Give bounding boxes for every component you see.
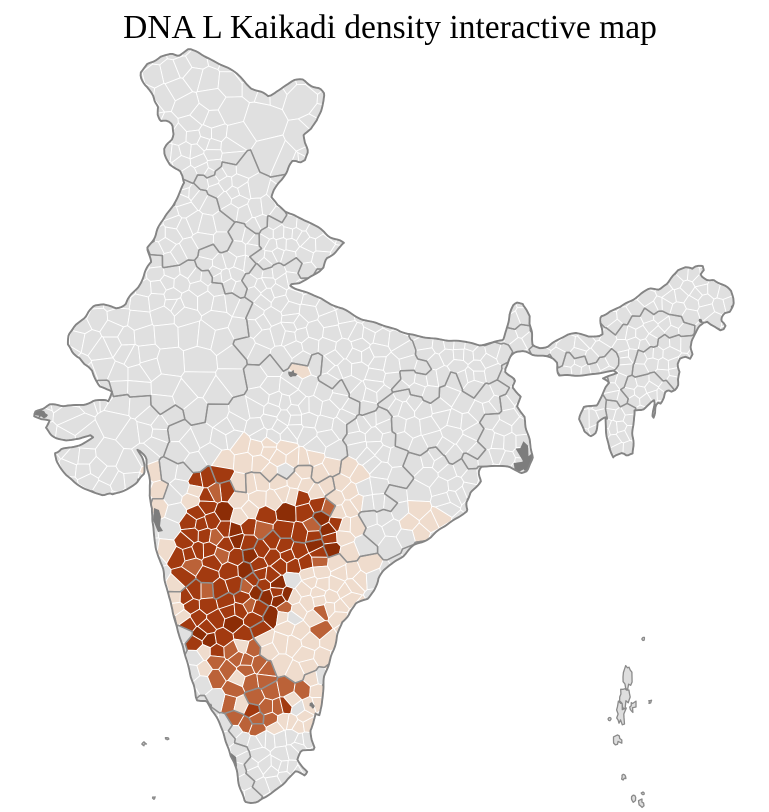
svg-text:DNA L Kaikadi density interact: DNA L Kaikadi density interactive map [123,9,657,46]
